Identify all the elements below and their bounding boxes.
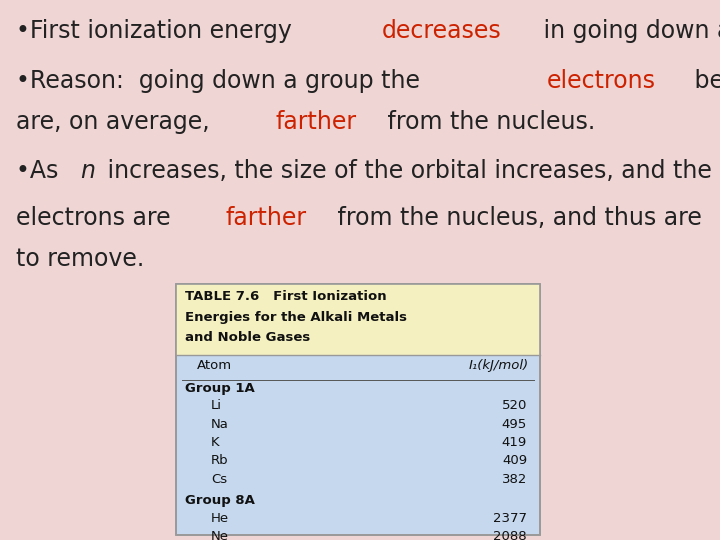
Text: 2088: 2088	[493, 530, 527, 540]
Text: •As: •As	[16, 159, 66, 183]
Text: 419: 419	[502, 436, 527, 449]
Text: are, on average,: are, on average,	[16, 110, 217, 134]
Text: from the nucleus.: from the nucleus.	[380, 110, 595, 134]
Text: 495: 495	[502, 418, 527, 431]
Bar	[176, 284, 540, 535]
Text: Group 1A: Group 1A	[185, 382, 255, 395]
Text: •First ionization energy: •First ionization energy	[16, 19, 300, 43]
Text: n: n	[80, 159, 95, 183]
Text: 2377: 2377	[493, 512, 527, 525]
Text: Li: Li	[211, 400, 222, 413]
Text: Atom: Atom	[197, 360, 232, 373]
Text: farther: farther	[275, 110, 356, 134]
Bar	[176, 284, 540, 535]
Text: Na: Na	[211, 418, 229, 431]
Text: Ne: Ne	[211, 530, 229, 540]
Text: and Noble Gases: and Noble Gases	[185, 331, 310, 344]
Text: increases, the size of the orbital increases, and the: increases, the size of the orbital incre…	[99, 159, 711, 183]
Text: K: K	[211, 436, 220, 449]
Text: Cs: Cs	[211, 473, 227, 486]
Text: to remove.: to remove.	[16, 247, 144, 271]
Text: in going down a: in going down a	[536, 19, 720, 43]
Text: decreases: decreases	[382, 19, 501, 43]
Text: Group 8A: Group 8A	[185, 495, 255, 508]
Text: farther: farther	[225, 206, 306, 230]
Text: TABLE 7.6   First Ionization: TABLE 7.6 First Ionization	[185, 290, 387, 303]
Bar	[176, 284, 540, 355]
Text: 520: 520	[502, 400, 527, 413]
Text: from the nucleus, and thus are: from the nucleus, and thus are	[330, 206, 709, 230]
Text: being removed: being removed	[688, 69, 720, 92]
Text: Energies for the Alkali Metals: Energies for the Alkali Metals	[185, 310, 407, 323]
Text: 409: 409	[502, 455, 527, 468]
Text: electrons: electrons	[546, 69, 656, 92]
Text: Rb: Rb	[211, 455, 228, 468]
Text: I₁(kJ/mol): I₁(kJ/mol)	[469, 360, 529, 373]
Text: electrons are: electrons are	[16, 206, 178, 230]
Text: •Reason:  going down a group the: •Reason: going down a group the	[16, 69, 428, 92]
Text: 382: 382	[502, 473, 527, 486]
Text: He: He	[211, 512, 229, 525]
